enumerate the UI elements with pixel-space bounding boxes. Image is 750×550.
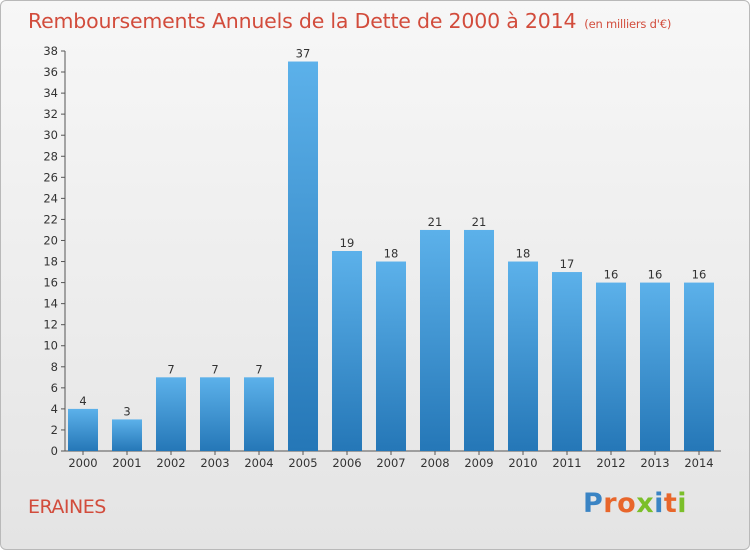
logo-letter: i: [677, 488, 688, 519]
y-tick-label: 8: [51, 360, 58, 374]
bar-2006: [332, 251, 362, 451]
y-tick-label: 26: [43, 170, 58, 184]
y-tick-label: 0: [51, 444, 58, 458]
x-tick-label-2005: 2005: [288, 456, 317, 470]
value-label-2006: 19: [340, 236, 355, 250]
y-tick-label: 28: [43, 149, 58, 163]
y-tick-label: 34: [43, 86, 58, 100]
x-tick-label-2001: 2001: [112, 456, 141, 470]
y-tick-label: 6: [51, 381, 58, 395]
value-label-2009: 21: [472, 215, 487, 229]
logo-letter: i: [654, 488, 664, 519]
x-tick-label-2002: 2002: [156, 456, 185, 470]
x-tick-label-2006: 2006: [332, 456, 361, 470]
logo-letter: x: [636, 488, 655, 519]
proxiti-logo: Proxiti: [583, 488, 687, 519]
y-tick-label: 22: [43, 212, 58, 226]
y-tick-label: 20: [43, 233, 58, 247]
value-label-2014: 16: [692, 268, 707, 282]
chart-title-text: Remboursements Annuels de la Dette de 20…: [28, 9, 577, 33]
x-tick-label-2008: 2008: [420, 456, 449, 470]
value-label-2011: 17: [560, 257, 575, 271]
bar-2012: [596, 282, 626, 451]
logo-letter: r: [603, 488, 618, 519]
bar-2005: [288, 61, 318, 452]
y-tick-label: 12: [43, 318, 58, 332]
bar-2002: [156, 377, 186, 451]
value-label-2012: 16: [604, 268, 619, 282]
bar-2000: [68, 408, 98, 451]
x-tick-label-2003: 2003: [200, 456, 229, 470]
x-tick-label-2010: 2010: [508, 456, 537, 470]
value-label-2001: 3: [123, 404, 130, 418]
bar-2011: [552, 272, 582, 451]
x-tick-label-2009: 2009: [464, 456, 493, 470]
value-label-2013: 16: [648, 268, 663, 282]
value-label-2010: 18: [516, 247, 531, 261]
bar-2008: [420, 229, 450, 451]
value-label-2008: 21: [428, 215, 443, 229]
y-tick-label: 2: [51, 423, 58, 437]
y-tick-label: 14: [43, 297, 58, 311]
x-tick-label-2012: 2012: [596, 456, 625, 470]
bar-2003: [200, 377, 230, 451]
logo-letter: o: [617, 488, 637, 519]
y-tick-label: 36: [43, 65, 58, 79]
x-tick-label-2014: 2014: [684, 456, 713, 470]
y-tick-label: 32: [43, 107, 58, 121]
bars: [68, 61, 714, 452]
bar-2014: [684, 282, 714, 451]
value-label-2003: 7: [211, 362, 218, 376]
x-tick-label-2004: 2004: [244, 456, 273, 470]
bar-2009: [464, 229, 494, 451]
bar-2010: [508, 261, 538, 451]
logo-letter: P: [583, 488, 604, 519]
x-tick-label-2007: 2007: [376, 456, 405, 470]
value-label-2007: 18: [384, 247, 399, 261]
x-tick-label-2000: 2000: [68, 456, 97, 470]
value-label-2002: 7: [167, 362, 174, 376]
commune-name: ERAINES: [28, 496, 106, 518]
bar-2004: [244, 377, 274, 451]
logo-letter: t: [663, 488, 678, 519]
y-tick-label: 16: [43, 276, 58, 290]
value-label-2004: 7: [255, 362, 262, 376]
y-tick-label: 18: [43, 255, 58, 269]
y-tick-label: 38: [43, 44, 58, 58]
y-tick-label: 30: [43, 128, 58, 142]
bar-2007: [376, 261, 406, 451]
value-label-2005: 37: [296, 47, 311, 61]
x-tick-label-2011: 2011: [552, 456, 581, 470]
y-tick-label: 10: [43, 339, 58, 353]
chart-title: Remboursements Annuels de la Dette de 20…: [28, 9, 671, 33]
y-tick-label: 4: [51, 402, 58, 416]
bar-2001: [112, 419, 142, 451]
y-tick-label: 24: [43, 191, 58, 205]
bar-2013: [640, 282, 670, 451]
x-tick-label-2013: 2013: [640, 456, 669, 470]
value-label-2000: 4: [79, 394, 86, 408]
chart-unit: (en milliers d'€): [584, 17, 672, 31]
